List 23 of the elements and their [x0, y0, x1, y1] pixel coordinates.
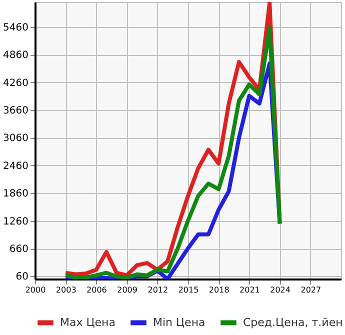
y-tick-label: 4260	[3, 78, 28, 89]
x-tick-label: 2006	[86, 286, 107, 294]
x-tick-label: 2000	[25, 286, 46, 294]
y-tick-label: 60	[16, 272, 28, 283]
x-tick-label: 2009	[117, 286, 138, 294]
y-tick-label: 1860	[3, 188, 28, 200]
x-tick-label: 2021	[240, 286, 260, 294]
y-tick-label: 5460	[3, 22, 28, 34]
legend-label: Сред.Цена, т.йен	[243, 316, 343, 329]
x-tick-label: 2024	[270, 286, 290, 294]
y-tick-label: 2460	[3, 160, 28, 172]
y-tick-label: 660	[9, 244, 28, 256]
x-tick-label: 2018	[208, 286, 230, 294]
legend-label: Max Цена	[60, 316, 116, 329]
x-tick-label: 2027	[300, 286, 322, 294]
y-tick-label: 3660	[3, 106, 28, 117]
x-tick-label: 2012	[148, 286, 168, 294]
legend-label: Min Цена	[153, 316, 206, 329]
x-tick-label: 2015	[178, 286, 199, 294]
y-tick-label: 3060	[3, 133, 28, 144]
x-tick-label: 2003	[56, 286, 76, 294]
y-tick-label: 1260	[3, 216, 28, 228]
y-tick-label: 4860	[3, 50, 28, 62]
